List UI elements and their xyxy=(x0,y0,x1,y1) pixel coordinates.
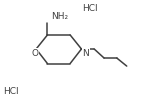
Text: N: N xyxy=(82,49,89,58)
Text: NH₂: NH₂ xyxy=(51,12,68,21)
Text: HCl: HCl xyxy=(3,87,18,96)
Text: O: O xyxy=(32,49,39,58)
Text: HCl: HCl xyxy=(82,4,98,13)
